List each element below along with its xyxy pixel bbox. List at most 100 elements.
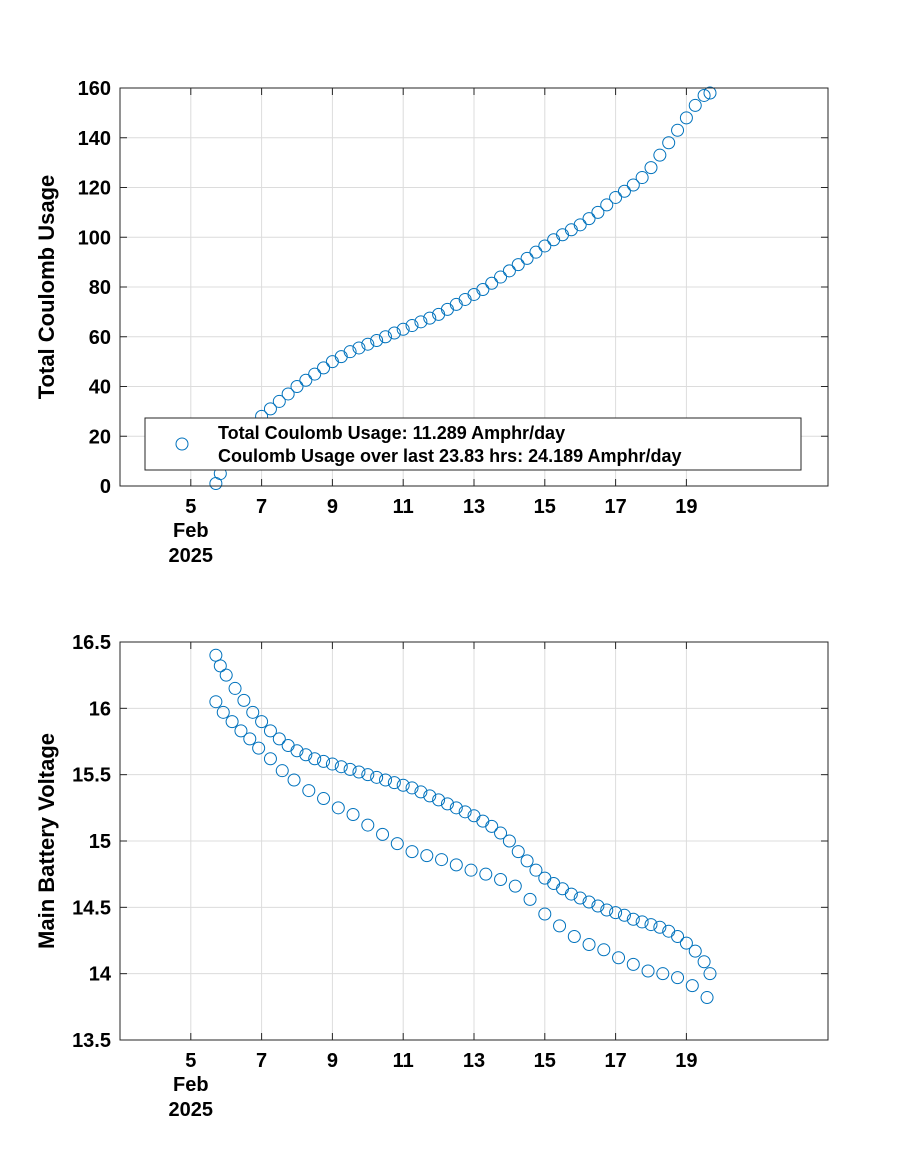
y-tick-label: 100 <box>78 227 111 249</box>
y-tick-label: 140 <box>78 128 111 150</box>
data-point <box>343 762 357 776</box>
data-point <box>697 955 711 969</box>
data-point <box>405 319 419 333</box>
x-tick-label: 11 <box>393 1050 414 1072</box>
data-point <box>464 863 478 877</box>
data-point <box>671 971 685 985</box>
data-point <box>494 826 508 840</box>
data-point <box>511 845 525 859</box>
y-tick-label: 16 <box>89 698 111 720</box>
data-point <box>272 394 286 408</box>
data-point <box>346 807 360 821</box>
data-point <box>440 797 454 811</box>
y-tick-label: 13.5 <box>72 1030 111 1052</box>
data-point <box>440 302 454 316</box>
data-point <box>370 770 384 784</box>
data-point <box>582 937 596 951</box>
data-point <box>553 919 567 933</box>
x-tick-label: 15 <box>534 1050 556 1072</box>
data-point <box>556 882 569 896</box>
legend-box <box>144 417 802 471</box>
tick-marks <box>120 641 828 1041</box>
y-axis-label: Total Coulomb Usage <box>34 175 59 400</box>
x-tick-labels: 5 7 9 11 13 15 17 19 <box>185 1050 697 1072</box>
data-point <box>219 668 233 682</box>
data-point <box>502 834 516 848</box>
data-point <box>449 297 463 311</box>
data-point <box>308 367 322 381</box>
data-point <box>476 814 490 828</box>
data-point <box>529 245 543 259</box>
data-point <box>612 951 626 965</box>
y-tick-label: 15.5 <box>72 765 111 787</box>
y-tick-label: 60 <box>89 327 111 349</box>
data-point <box>290 744 304 758</box>
data-point <box>573 218 587 232</box>
data-point <box>209 695 223 709</box>
data-point <box>538 239 552 253</box>
y-tick-label: 120 <box>78 178 111 200</box>
data-point <box>700 991 714 1005</box>
x-tick-label: 7 <box>256 496 267 518</box>
data-point <box>502 264 516 278</box>
data-point <box>511 258 525 272</box>
data-point <box>597 943 611 957</box>
data-markers <box>209 648 717 1005</box>
legend-entry-total: Total Coulomb Usage: 11.289 Amphr/day <box>218 423 565 443</box>
data-point <box>302 784 316 798</box>
y-tick-label: 40 <box>89 377 111 399</box>
grid-lines <box>120 641 828 1041</box>
x-tick-label: 17 <box>604 1050 626 1072</box>
x-tick-label: 5 <box>185 1050 196 1072</box>
data-point <box>299 373 313 387</box>
data-point <box>653 148 667 162</box>
data-point <box>246 705 260 719</box>
data-point <box>234 724 248 738</box>
data-point <box>644 918 658 932</box>
data-point <box>352 765 366 779</box>
y-tick-label: 20 <box>89 426 111 448</box>
data-point <box>641 964 655 978</box>
data-point <box>703 967 717 981</box>
data-point <box>252 741 266 755</box>
data-point <box>582 895 596 909</box>
data-point <box>697 88 711 102</box>
data-point <box>703 86 717 100</box>
data-point <box>243 732 257 746</box>
data-point <box>414 315 428 329</box>
y-tick-labels: 13.5 14 14.5 15 15.5 16 16.5 <box>72 632 112 1052</box>
y-tick-label: 14 <box>89 964 112 986</box>
x-tick-label: 9 <box>327 1050 338 1072</box>
data-point <box>556 228 569 242</box>
data-point <box>308 752 322 766</box>
data-point <box>591 899 605 913</box>
x-tick-label: 9 <box>327 496 338 518</box>
data-point <box>609 906 623 920</box>
x-tick-label: 19 <box>675 1050 697 1072</box>
data-point <box>626 912 640 926</box>
data-point <box>520 251 534 265</box>
data-point <box>688 944 702 958</box>
data-point <box>405 781 419 795</box>
data-point <box>656 967 670 981</box>
data-point <box>573 891 587 905</box>
data-point <box>458 292 472 306</box>
data-point <box>370 333 384 347</box>
x-tick-label: 15 <box>534 496 556 518</box>
data-point <box>626 957 640 971</box>
x-tick-label: 13 <box>463 496 485 518</box>
data-point <box>494 872 508 886</box>
data-point <box>352 341 366 355</box>
data-point <box>476 282 490 296</box>
data-point <box>626 178 640 192</box>
data-point <box>376 827 390 841</box>
data-point <box>685 979 699 993</box>
y-tick-label: 160 <box>78 78 111 100</box>
data-point <box>644 161 658 175</box>
x-year-label: 2025 <box>169 545 214 567</box>
data-point <box>435 853 449 867</box>
data-point <box>653 920 667 934</box>
data-point <box>529 863 543 877</box>
y-tick-label: 16.5 <box>72 632 111 654</box>
data-point <box>255 715 269 729</box>
